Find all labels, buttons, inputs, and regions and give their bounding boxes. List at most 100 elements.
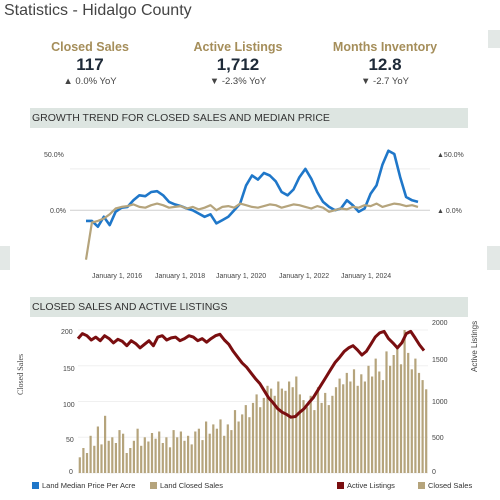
growth-y-tick-zero: 0.0% [50,208,66,215]
legend-swatch-blue [32,482,39,489]
kpi-label: Active Listings [193,40,283,54]
kpi-label: Closed Sales [51,40,129,54]
closed-sales-bar [298,394,301,473]
closed-sales-bar [270,388,273,473]
kpi-value: 1,712 [216,55,260,74]
closed-sales-bar [251,402,255,473]
sales-y2-tick: 0 [432,469,436,476]
closed-sales-bar [403,330,406,473]
sales-y-tick: 0 [69,469,73,476]
closed-sales-bar [89,435,92,473]
kpi-change: ▲ 0.0% YoY [63,76,117,87]
closed-sales-bar [277,381,280,473]
closed-sales-bar [107,440,110,473]
legend-swatch-tan [418,482,425,489]
closed-sales-bar [125,453,128,473]
closed-sales-bar [82,448,85,473]
closed-sales-bar [223,435,226,473]
closed-sales-bar [280,388,283,473]
closed-sales-bar [226,424,229,473]
growth-x-tick: January 1, 2020 [216,273,267,280]
sales-y-tick: 150 [63,366,75,373]
sales-y2-tick: 1500 [432,357,448,364]
sales-y-tick: 100 [63,402,75,409]
kpi-closed-sales: Closed Sales 117 ▲ 0.0% YoY [20,40,160,87]
closed-sales-bar [114,443,117,473]
closed-sales-bar [378,371,381,473]
closed-sales-bar [417,372,421,473]
closed-sales-bar [374,358,377,473]
edge-panel-right-top [488,30,500,48]
sales-y2-tick: 500 [432,435,444,442]
closed-sales-bar [140,445,143,473]
edge-panel-right-mid [487,246,500,270]
closed-sales-bar [122,433,125,473]
closed-sales-bar [85,453,89,473]
closed-sales-bar [241,414,244,473]
closed-sales-bar [291,387,294,473]
closed-sales-bar [327,405,330,473]
closed-sales-bar [208,433,211,473]
closed-sales-bar [363,381,366,473]
closed-sales-bar [78,457,81,473]
closed-sales-bar [179,431,182,473]
legend-item-active-listings[interactable]: Active Listings [337,481,395,490]
closed-sales-bar [306,407,309,473]
closed-sales-bar [165,437,168,474]
closed-sales-bar [168,447,172,473]
closed-sales-bar [266,385,269,473]
closed-sales-bar [334,387,338,473]
kpi-months-inventory: Months Inventory 12.8 ▼ -2.7 YoY [315,40,455,87]
closed-sales-bar [338,378,341,473]
sales-y-tick: 200 [61,329,73,336]
kpi-value: 12.8 [368,55,402,74]
closed-sales-bar [132,440,135,473]
legend-swatch-tan [150,482,157,489]
closed-sales-bar [111,437,114,474]
legend-label: Land Median Price Per Acre [42,481,136,490]
growth-series-median-price-line [86,149,419,228]
closed-sales-bar [381,380,384,473]
closed-sales-bar [399,364,403,473]
closed-sales-bar [104,415,107,473]
closed-sales-bar [367,365,370,474]
closed-sales-bar [360,374,363,473]
growth-x-tick: January 1, 2016 [92,273,143,280]
closed-sales-bar [352,369,356,473]
closed-sales-bar [385,351,388,473]
closed-sales-bar [407,352,410,473]
closed-sales-bar [273,395,276,473]
growth-y-tick-top: 50.0% [44,152,64,159]
kpi-active-listings: Active Listings 1,712 ▼ -2.3% YoY [168,40,308,87]
closed-sales-bar [183,440,186,473]
closed-sales-bar [118,430,121,473]
legend-label: Closed Sales [428,481,473,490]
closed-sales-bar [371,376,374,473]
closed-sales-bar [309,395,312,473]
closed-sales-bar [233,410,237,473]
closed-sales-bar [248,417,251,473]
growth-y2-tick-top: ▲50.0% [437,152,464,159]
closed-sales-bar [284,390,287,473]
closed-sales-bar [288,381,291,473]
closed-sales-bar [100,444,103,473]
legend-item-closed-sales[interactable]: Closed Sales [418,481,472,490]
closed-sales-bar [331,395,334,473]
page-title: Statistics - Hidalgo County [4,2,192,19]
closed-sales-bar [421,380,424,473]
sales-chart-header: CLOSED SALES AND ACTIVE LISTINGS [30,297,468,317]
closed-sales-bar [414,358,417,473]
closed-sales-bar [150,433,154,473]
legend-item-land-closed-sales[interactable]: Land Closed Sales [150,481,223,490]
legend-item-land-median-price[interactable]: Land Median Price Per Acre [32,481,135,490]
closed-sales-bar [302,400,305,473]
closed-sales-bar [161,443,164,473]
closed-sales-bar [172,430,175,473]
sales-y2-tick: 1000 [432,399,448,406]
legend-label: Active Listings [347,481,395,490]
kpi-change: ▼ -2.7 YoY [361,76,409,87]
sales-y-tick: 50 [66,437,74,444]
growth-chart-header: GROWTH TREND FOR CLOSED SALES AND MEDIAN… [30,108,468,128]
closed-sales-bar [255,394,258,473]
